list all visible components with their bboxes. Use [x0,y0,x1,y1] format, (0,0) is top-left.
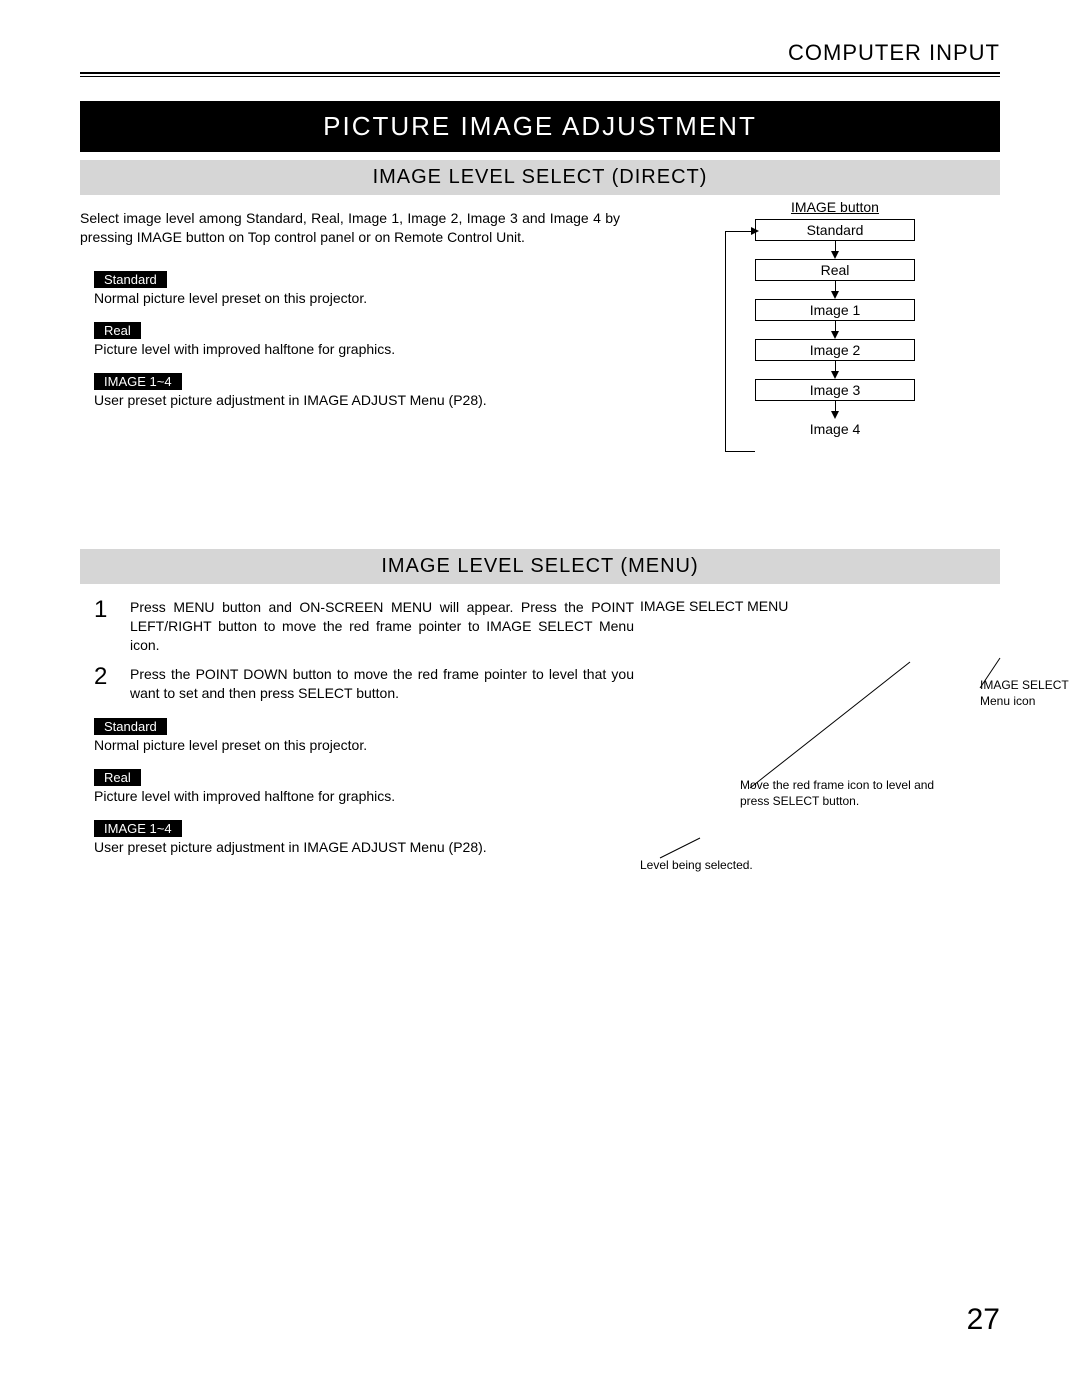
arrow-stem-icon [835,241,836,251]
callout-move: Move the red frame icon to level and pre… [740,778,950,809]
step-number: 1 [94,598,114,655]
direct-intro: Select image level among Standard, Real,… [80,209,620,247]
step-number: 2 [94,665,114,703]
arrow-down-icon [831,331,839,339]
arrow-down-icon [831,411,839,419]
subtitle-direct: IMAGE LEVEL SELECT (DIRECT) [80,160,1000,195]
pill-real: Real [94,322,141,339]
arrow-stem-icon [835,281,836,291]
pill-standard: Standard [94,718,167,735]
diagram-title: IMAGE button [720,199,950,215]
diag-box-real: Real [755,259,915,281]
feedback-line-bottom [725,451,755,452]
step-text: Press MENU button and ON-SCREEN MENU wil… [130,598,634,655]
page-title: PICTURE IMAGE ADJUSTMENT [80,101,1000,152]
image-select-menu-title: IMAGE SELECT MENU [640,598,1080,614]
subtitle-menu: IMAGE LEVEL SELECT (MENU) [80,549,1000,584]
pill-standard: Standard [94,271,167,288]
step-text: Press the POINT DOWN button to move the … [130,665,634,703]
diag-box-image3: Image 3 [755,379,915,401]
arrow-stem-icon [835,401,836,411]
arrow-down-icon [831,251,839,259]
callout-lines-icon [640,618,1080,878]
step-1: 1 Press MENU button and ON-SCREEN MENU w… [94,598,634,655]
diagram-column: Standard Real Image 1 Image 2 Image 3 Im… [755,219,915,439]
feedback-line-vertical [725,231,726,451]
arrow-down-icon [831,371,839,379]
image-button-diagram: IMAGE button Standard Real Image 1 Image… [720,199,950,439]
arrow-stem-icon [835,361,836,371]
section-header: COMPUTER INPUT [80,40,1000,72]
feedback-arrow-icon [751,227,759,235]
direct-section: Select image level among Standard, Real,… [80,209,1000,509]
arrow-down-icon [831,291,839,299]
header-rule [80,72,1000,77]
diag-box-image1: Image 1 [755,299,915,321]
callout-level: Level being selected. [640,858,820,874]
pill-image14: IMAGE 1~4 [94,373,182,390]
callout-icon: IMAGE SELECT Menu icon [980,678,1080,709]
step-2: 2 Press the POINT DOWN button to move th… [94,665,634,703]
manual-page: COMPUTER INPUT PICTURE IMAGE ADJUSTMENT … [80,40,1000,865]
diag-box-standard: Standard [755,219,915,241]
menu-right-panel: IMAGE SELECT MENU IMAGE SELECT Menu icon… [640,598,1080,664]
menu-section: IMAGE LEVEL SELECT (MENU) 1 Press MENU b… [80,549,1000,855]
diag-box-image4: Image 4 [755,419,915,439]
diag-box-image2: Image 2 [755,339,915,361]
pill-image14: IMAGE 1~4 [94,820,182,837]
pill-real: Real [94,769,141,786]
page-number: 27 [967,1303,1000,1337]
arrow-stem-icon [835,321,836,331]
